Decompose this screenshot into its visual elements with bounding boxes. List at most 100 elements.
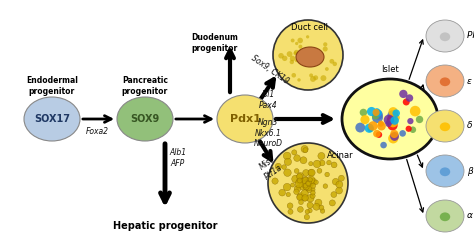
Circle shape <box>319 205 324 210</box>
Circle shape <box>294 50 299 55</box>
Circle shape <box>360 109 367 116</box>
Circle shape <box>291 183 295 187</box>
Circle shape <box>291 39 295 42</box>
Text: Ngn3
Nkx6.1
NeuroD: Ngn3 Nkx6.1 NeuroD <box>254 118 283 148</box>
Circle shape <box>399 90 408 98</box>
Circle shape <box>325 172 329 177</box>
Circle shape <box>320 75 327 81</box>
Text: Foxa2: Foxa2 <box>85 127 109 135</box>
Circle shape <box>295 59 298 62</box>
Circle shape <box>329 59 334 64</box>
Text: Alb1
AFP: Alb1 AFP <box>169 148 187 168</box>
Circle shape <box>390 130 398 138</box>
Text: Duodenum
progenitor: Duodenum progenitor <box>191 33 238 53</box>
Circle shape <box>309 162 313 166</box>
Circle shape <box>303 185 309 190</box>
Circle shape <box>296 179 301 184</box>
Circle shape <box>302 196 307 201</box>
Circle shape <box>301 145 308 153</box>
Circle shape <box>308 208 312 213</box>
Circle shape <box>373 130 381 137</box>
Circle shape <box>300 157 307 164</box>
Circle shape <box>304 214 310 220</box>
Ellipse shape <box>426 155 464 187</box>
Circle shape <box>387 116 394 123</box>
Circle shape <box>301 183 306 187</box>
Circle shape <box>313 160 321 168</box>
Circle shape <box>317 168 322 173</box>
Circle shape <box>297 174 302 180</box>
Circle shape <box>403 99 410 105</box>
Circle shape <box>387 110 398 121</box>
Circle shape <box>410 126 416 133</box>
Circle shape <box>388 107 398 117</box>
Circle shape <box>323 46 328 52</box>
Circle shape <box>303 184 309 190</box>
Circle shape <box>416 116 423 123</box>
Circle shape <box>333 62 337 66</box>
Circle shape <box>306 180 312 187</box>
Circle shape <box>336 187 343 194</box>
Circle shape <box>387 120 398 130</box>
Circle shape <box>297 38 303 43</box>
Circle shape <box>290 60 294 64</box>
Circle shape <box>299 200 303 205</box>
Circle shape <box>307 202 313 208</box>
Circle shape <box>373 109 380 116</box>
Circle shape <box>386 116 397 127</box>
Ellipse shape <box>440 32 450 41</box>
Ellipse shape <box>426 65 464 97</box>
Circle shape <box>390 132 399 141</box>
Circle shape <box>304 179 310 185</box>
Circle shape <box>399 130 406 137</box>
Text: Pancreatic
progenitor: Pancreatic progenitor <box>122 76 168 96</box>
Circle shape <box>307 194 314 202</box>
Text: Mist
Ptf1a: Mist Ptf1a <box>256 154 283 182</box>
Circle shape <box>392 109 400 117</box>
Circle shape <box>310 190 315 195</box>
Circle shape <box>295 42 298 45</box>
Circle shape <box>287 203 293 209</box>
Circle shape <box>294 169 299 173</box>
Circle shape <box>315 199 322 206</box>
Circle shape <box>306 181 310 186</box>
Text: Pdx1: Pdx1 <box>229 114 260 124</box>
Circle shape <box>297 193 304 200</box>
Circle shape <box>303 183 308 188</box>
Ellipse shape <box>296 47 324 67</box>
Circle shape <box>367 126 374 132</box>
Circle shape <box>275 163 282 170</box>
Circle shape <box>323 184 328 188</box>
Circle shape <box>300 179 305 185</box>
Text: SOX9: SOX9 <box>130 114 160 124</box>
Text: δ cell: δ cell <box>467 122 474 130</box>
Circle shape <box>320 209 325 213</box>
Circle shape <box>279 189 285 196</box>
Circle shape <box>288 209 293 214</box>
Text: Sox9, CK19: Sox9, CK19 <box>249 54 291 86</box>
Ellipse shape <box>426 20 464 52</box>
Circle shape <box>374 108 380 115</box>
Ellipse shape <box>24 97 80 141</box>
Circle shape <box>297 78 301 82</box>
Circle shape <box>273 20 343 90</box>
Text: Endodermal
progenitor: Endodermal progenitor <box>26 76 78 96</box>
Circle shape <box>293 51 297 55</box>
Circle shape <box>385 120 392 127</box>
Circle shape <box>303 169 310 176</box>
Ellipse shape <box>440 122 450 131</box>
Circle shape <box>302 177 309 184</box>
Circle shape <box>282 56 287 61</box>
Ellipse shape <box>117 97 173 141</box>
Text: Hepatic progenitor: Hepatic progenitor <box>113 221 217 231</box>
Circle shape <box>336 181 343 188</box>
Circle shape <box>309 74 313 77</box>
Circle shape <box>406 94 413 102</box>
Circle shape <box>299 45 302 49</box>
Circle shape <box>331 192 337 198</box>
Circle shape <box>380 142 387 148</box>
Circle shape <box>406 126 412 132</box>
Circle shape <box>282 165 286 169</box>
Circle shape <box>305 178 311 185</box>
Text: SOX17: SOX17 <box>34 114 70 124</box>
